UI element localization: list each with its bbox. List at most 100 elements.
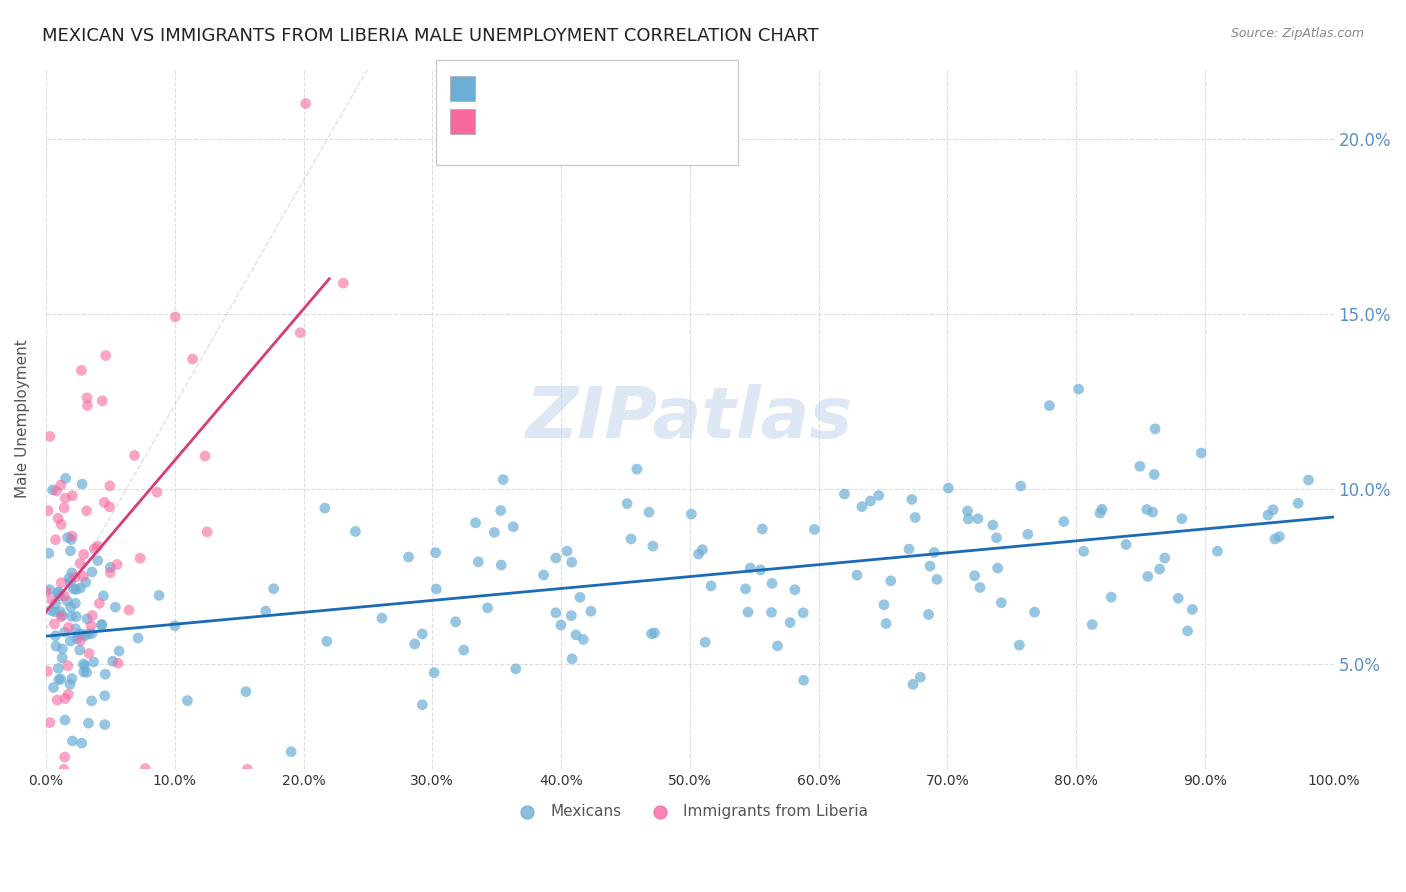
- Point: [53, 713, 76, 727]
- Point: [129, 551, 152, 566]
- Point: [94, 349, 117, 363]
- Point: [1189, 446, 1212, 460]
- Point: [83, 541, 105, 556]
- Point: [1206, 544, 1229, 558]
- Point: [127, 631, 149, 645]
- Point: [263, 582, 285, 596]
- Point: [55, 471, 77, 485]
- Point: [1038, 399, 1060, 413]
- Point: [80, 626, 103, 640]
- Point: [1149, 562, 1171, 576]
- Point: [792, 606, 814, 620]
- Point: [53, 625, 76, 640]
- Point: [195, 524, 218, 539]
- Point: [411, 627, 433, 641]
- Point: [290, 326, 312, 340]
- Point: [398, 549, 420, 564]
- Point: [65, 570, 87, 584]
- Point: [53, 491, 76, 505]
- Point: [87, 553, 110, 567]
- Point: [44, 533, 66, 547]
- Point: [77, 627, 100, 641]
- Point: [371, 611, 394, 625]
- Point: [70, 627, 93, 641]
- Text: Source: ZipAtlas.com: Source: ZipAtlas.com: [1230, 27, 1364, 40]
- Point: [69, 633, 91, 648]
- Point: [51, 608, 73, 623]
- Point: [51, 641, 73, 656]
- Point: [1073, 544, 1095, 558]
- Point: [45, 483, 67, 498]
- Point: [90, 617, 112, 632]
- Point: [72, 657, 94, 671]
- Point: [48, 589, 70, 603]
- Point: [638, 505, 661, 519]
- Legend: Mexicans, Immigrants from Liberia: Mexicans, Immigrants from Liberia: [506, 797, 873, 825]
- Point: [51, 575, 73, 590]
- Point: [1264, 532, 1286, 546]
- Point: [51, 517, 73, 532]
- Point: [59, 677, 82, 691]
- Point: [873, 598, 896, 612]
- Point: [105, 558, 128, 572]
- Point: [93, 589, 115, 603]
- Point: [1167, 591, 1189, 606]
- Point: [83, 655, 105, 669]
- Point: [56, 594, 79, 608]
- Point: [165, 310, 187, 324]
- Point: [280, 745, 302, 759]
- Point: [533, 568, 555, 582]
- Point: [1144, 422, 1167, 436]
- Point: [783, 582, 806, 597]
- Point: [76, 391, 98, 405]
- Point: [44, 629, 66, 643]
- Point: [46, 693, 69, 707]
- Point: [60, 529, 83, 543]
- Point: [681, 507, 703, 521]
- Point: [544, 606, 567, 620]
- Point: [803, 523, 825, 537]
- Point: [643, 626, 665, 640]
- Point: [73, 629, 96, 643]
- Point: [880, 574, 903, 588]
- Point: [44, 617, 66, 632]
- Point: [59, 543, 82, 558]
- Point: [77, 716, 100, 731]
- Point: [98, 479, 121, 493]
- Point: [1129, 459, 1152, 474]
- Point: [58, 687, 80, 701]
- Text: R = 0.670: R = 0.670: [482, 79, 565, 94]
- Point: [910, 670, 932, 684]
- Point: [98, 566, 121, 580]
- Point: [60, 566, 83, 580]
- Point: [56, 531, 79, 545]
- Text: MEXICAN VS IMMIGRANTS FROM LIBERIA MALE UNEMPLOYMENT CORRELATION CHART: MEXICAN VS IMMIGRANTS FROM LIBERIA MALE …: [42, 27, 818, 45]
- Point: [93, 495, 115, 509]
- Point: [58, 571, 80, 585]
- Point: [90, 618, 112, 632]
- Point: [692, 542, 714, 557]
- Point: [737, 605, 759, 619]
- Point: [194, 449, 217, 463]
- Point: [48, 585, 70, 599]
- Point: [925, 573, 948, 587]
- Point: [44, 605, 66, 619]
- Point: [60, 672, 83, 686]
- Point: [38, 715, 60, 730]
- Point: [981, 518, 1004, 533]
- Point: [91, 393, 114, 408]
- Point: [314, 501, 336, 516]
- Point: [56, 658, 79, 673]
- Point: [568, 591, 591, 605]
- Y-axis label: Male Unemployment: Male Unemployment: [15, 340, 30, 499]
- Point: [94, 667, 117, 681]
- Point: [938, 481, 960, 495]
- Point: [53, 750, 76, 764]
- Point: [761, 576, 783, 591]
- Point: [67, 627, 90, 641]
- Point: [851, 500, 873, 514]
- Point: [1008, 638, 1031, 652]
- Point: [425, 582, 447, 596]
- Point: [1088, 506, 1111, 520]
- Point: [69, 581, 91, 595]
